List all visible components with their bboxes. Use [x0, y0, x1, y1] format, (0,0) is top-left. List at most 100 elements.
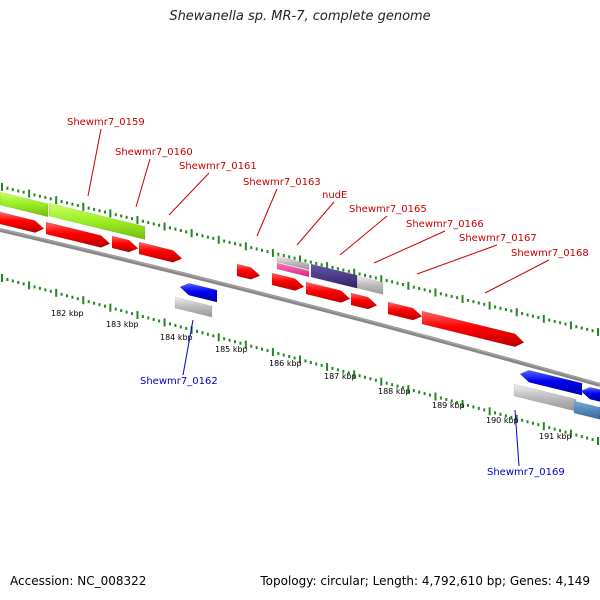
- inner-track-dot: [49, 289, 52, 293]
- outer-track-dot: [553, 319, 556, 323]
- outer-track-dot: [423, 288, 426, 292]
- outer-track-tick: [380, 275, 383, 284]
- inner-track-dot: [185, 326, 188, 330]
- outer-track-tick: [461, 295, 464, 304]
- gene-label-shewmr7-0161[interactable]: Shewmr7_0161: [179, 161, 257, 172]
- inner-track-dot: [401, 386, 404, 390]
- inner-track-dot: [98, 303, 101, 307]
- inner-track-dot: [206, 332, 209, 336]
- inner-dotted-track: [1, 274, 599, 445]
- outer-track-dot: [168, 226, 171, 230]
- outer-track-dot: [396, 281, 399, 285]
- inner-track-dot: [466, 403, 469, 407]
- outer-track-dot: [282, 254, 285, 258]
- reverse-gene-arrow[interactable]: [580, 386, 600, 402]
- forward-gene-arrow[interactable]: [387, 301, 423, 321]
- forward-gene-arrow[interactable]: [138, 241, 183, 263]
- gray-feature[interactable]: [356, 275, 384, 295]
- inner-track-dot: [255, 346, 258, 350]
- gray-feature[interactable]: [174, 296, 213, 318]
- inner-track-dot: [510, 415, 513, 419]
- gene-label-shewmr7-0168[interactable]: Shewmr7_0168: [511, 248, 589, 259]
- outer-track-dot: [38, 194, 41, 198]
- leader-line: [373, 230, 446, 264]
- outer-track-dot: [445, 293, 448, 297]
- outer-track-dot: [212, 236, 215, 240]
- forward-gene-arrow[interactable]: [111, 235, 139, 253]
- gene-label-shewmr7-0159[interactable]: Shewmr7_0159: [67, 117, 145, 128]
- leader-line: [182, 319, 194, 376]
- gene-label-shewmr7-0166[interactable]: Shewmr7_0166: [406, 219, 484, 230]
- inner-track-dot: [22, 282, 25, 286]
- outer-track-dot: [336, 267, 339, 271]
- outer-track-dot: [401, 283, 404, 287]
- gene-label-shewmr7-0162[interactable]: Shewmr7_0162: [140, 376, 218, 387]
- outer-track-dot: [531, 314, 534, 318]
- outer-track-dot: [239, 243, 242, 247]
- lime-feature[interactable]: [48, 202, 146, 240]
- gene-label-nude[interactable]: nudE: [322, 190, 347, 201]
- gene-label-shewmr7-0160[interactable]: Shewmr7_0160: [115, 147, 193, 158]
- outer-track-dot: [152, 222, 155, 226]
- inner-track-dot: [120, 309, 123, 313]
- outer-track-dot: [499, 306, 502, 310]
- reverse-gene-arrow[interactable]: [179, 282, 218, 303]
- inner-track-dot: [44, 288, 47, 292]
- forward-gene-arrow[interactable]: [350, 292, 378, 310]
- inner-track-dot: [212, 334, 215, 338]
- inner-track-dot: [223, 337, 226, 341]
- outer-track-tick: [82, 202, 85, 211]
- outer-track-dot: [206, 235, 209, 239]
- pink-feature[interactable]: [276, 262, 310, 278]
- inner-track-dot: [131, 312, 134, 316]
- gray-feature[interactable]: [276, 255, 310, 271]
- forward-gene-arrow[interactable]: [45, 221, 111, 248]
- inner-track-dot: [423, 392, 426, 396]
- inner-track-dot: [364, 375, 367, 379]
- outer-track-dot: [369, 275, 372, 279]
- reverse-gene-arrow[interactable]: [519, 369, 583, 396]
- inner-track-dot: [87, 300, 90, 304]
- leader-line: [296, 201, 335, 246]
- purple-feature[interactable]: [310, 263, 358, 289]
- outer-track-dot: [412, 285, 415, 289]
- forward-gene-arrow[interactable]: [421, 310, 525, 348]
- inner-track-dot: [521, 418, 524, 422]
- gene-label-shewmr7-0169[interactable]: Shewmr7_0169: [487, 467, 565, 478]
- inner-track-dot: [152, 317, 155, 321]
- gene-label-shewmr7-0165[interactable]: Shewmr7_0165: [349, 204, 427, 215]
- forward-gene-arrow[interactable]: [0, 211, 45, 233]
- inner-track-tick: [461, 399, 464, 408]
- inner-track-dot: [412, 389, 415, 393]
- gene-label-shewmr7-0163[interactable]: Shewmr7_0163: [243, 177, 321, 188]
- leader-line: [135, 158, 151, 208]
- outer-track-tick: [55, 196, 58, 205]
- inner-track-tick: [217, 333, 220, 342]
- forward-gene-arrow[interactable]: [236, 263, 261, 280]
- outer-track-dot: [466, 298, 469, 302]
- outer-track-dot: [504, 308, 507, 312]
- inner-track-dot: [358, 374, 361, 378]
- lime-feature[interactable]: [0, 191, 49, 218]
- inner-track-dot: [179, 325, 182, 329]
- outer-track-dot: [510, 309, 513, 313]
- outer-track-dot: [250, 246, 253, 250]
- inner-track-dot: [504, 414, 507, 418]
- tick-label-185: 185 kbp: [215, 345, 248, 354]
- forward-gene-arrow[interactable]: [271, 272, 305, 291]
- outer-track-dot: [174, 227, 177, 231]
- outer-track-dot: [201, 234, 204, 238]
- inner-track-dot: [277, 352, 280, 356]
- leader-line: [256, 188, 278, 237]
- forward-gene-arrow[interactable]: [305, 281, 351, 303]
- outer-track-tick: [136, 215, 139, 224]
- steel-feature[interactable]: [573, 400, 600, 420]
- outer-track-dot: [71, 202, 74, 206]
- outer-track-dot: [477, 301, 480, 305]
- gene-label-shewmr7-0167[interactable]: Shewmr7_0167: [459, 233, 537, 244]
- inner-track-tick: [271, 348, 274, 357]
- leader-line: [514, 409, 520, 467]
- inner-track-dot: [60, 292, 63, 296]
- inner-track-dot: [477, 406, 480, 410]
- outer-track-dot: [6, 186, 9, 190]
